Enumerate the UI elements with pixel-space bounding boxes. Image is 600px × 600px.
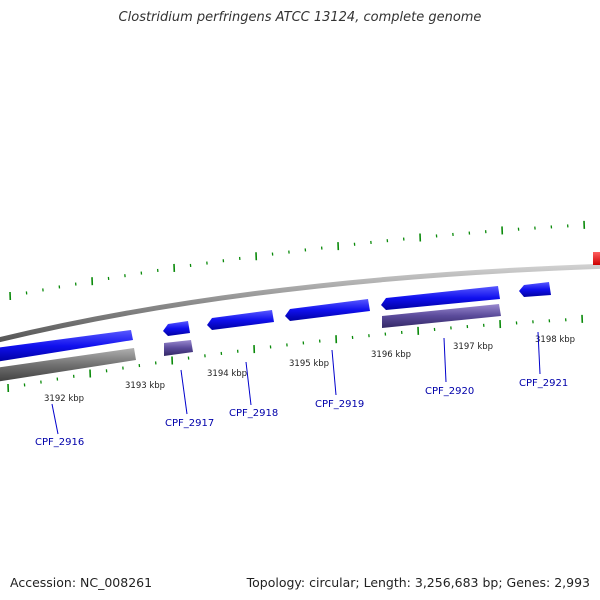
label-line-CPF_2917	[180, 369, 188, 415]
gene-CPF_2921-forward[interactable]	[519, 282, 551, 297]
forward-gene-track	[0, 282, 551, 362]
label-line-CPF_2920	[443, 337, 447, 383]
gene-CPF_2917-reverse[interactable]	[164, 340, 193, 356]
accession-text: Accession: NC_008261	[10, 575, 153, 590]
reverse-gene-track	[0, 304, 501, 382]
gene-CPF_2916-forward[interactable]	[0, 330, 133, 362]
ruler-label: 3193 kbp	[125, 381, 165, 391]
gene-label-CPF_2918[interactable]: CPF_2918	[229, 408, 278, 419]
outer-tick-ring	[9, 220, 586, 301]
ruler-label: 3192 kbp	[44, 394, 84, 404]
genome-backbone	[0, 263, 600, 343]
gene-label-CPF_2919[interactable]: CPF_2919	[315, 399, 364, 410]
gene-label-CPF_2920[interactable]: CPF_2920	[425, 386, 474, 397]
ruler-label: 3195 kbp	[289, 359, 329, 369]
highlight-feature	[593, 252, 600, 265]
map-title: Clostridium perfringens ATCC 13124, comp…	[118, 10, 482, 25]
ruler-label: 3194 kbp	[207, 369, 247, 379]
label-line-CPF_2921	[537, 331, 541, 375]
ruler-label: 3197 kbp	[453, 342, 493, 352]
gene-label-CPF_2916[interactable]: CPF_2916	[35, 437, 84, 448]
gene-CPF_2920-reverse[interactable]	[382, 304, 501, 328]
gene-label-CPF_2917[interactable]: CPF_2917	[165, 418, 214, 429]
ruler-label: 3196 kbp	[371, 350, 411, 360]
label-line-CPF_2919	[331, 349, 337, 396]
gene-CPF_2920-forward[interactable]	[381, 286, 500, 310]
gene-CPF_2919-forward[interactable]	[285, 299, 370, 321]
inner-ruler	[7, 314, 584, 393]
ruler-label: 3198 kbp	[535, 335, 575, 345]
gene-label-CPF_2921[interactable]: CPF_2921	[519, 378, 568, 389]
gene-CPF_2917-forward[interactable]	[163, 321, 190, 336]
gene-CPF_2918-forward[interactable]	[207, 310, 274, 330]
ruler-labels: 3192 kbp 3193 kbp 3194 kbp 3195 kbp 3196…	[44, 335, 575, 404]
gene-labels: CPF_2916 CPF_2917 CPF_2918 CPF_2919 CPF_…	[35, 378, 568, 448]
label-line-CPF_2916	[51, 403, 59, 435]
topology-text: Topology: circular; Length: 3,256,683 bp…	[246, 575, 590, 590]
gene-label-lines	[51, 331, 541, 435]
label-line-CPF_2918	[245, 361, 252, 406]
gene-CPF_2916-pseudo[interactable]	[0, 348, 136, 382]
